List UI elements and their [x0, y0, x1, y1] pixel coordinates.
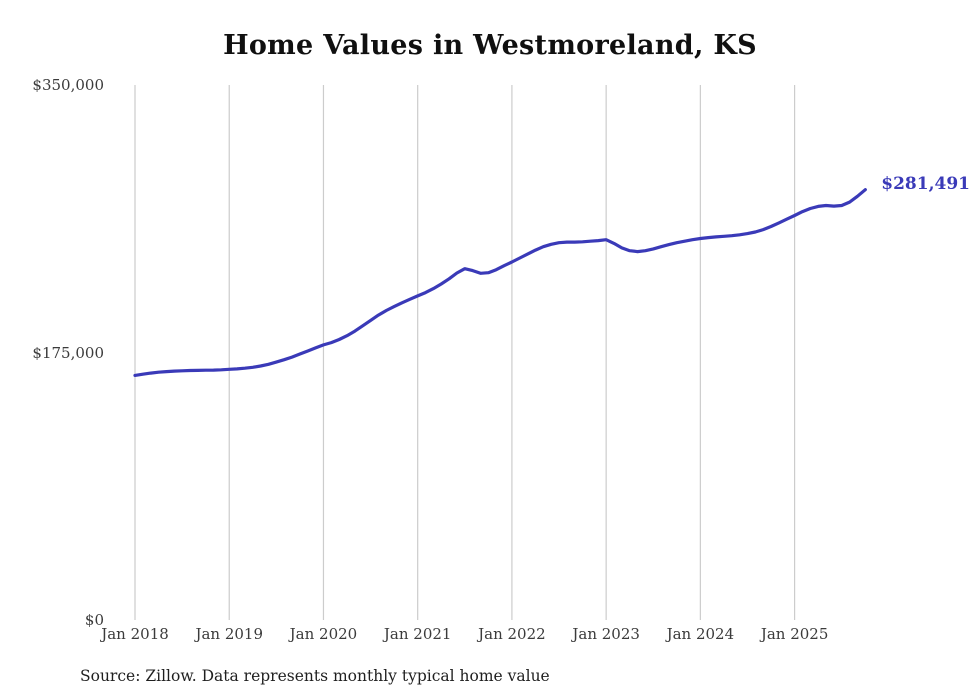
end-value-label: $281,491 [881, 173, 970, 194]
source-note: Source: Zillow. Data represents monthly … [80, 667, 550, 685]
value-line [133, 188, 867, 377]
chart-title: Home Values in Westmoreland, KS [223, 30, 757, 61]
